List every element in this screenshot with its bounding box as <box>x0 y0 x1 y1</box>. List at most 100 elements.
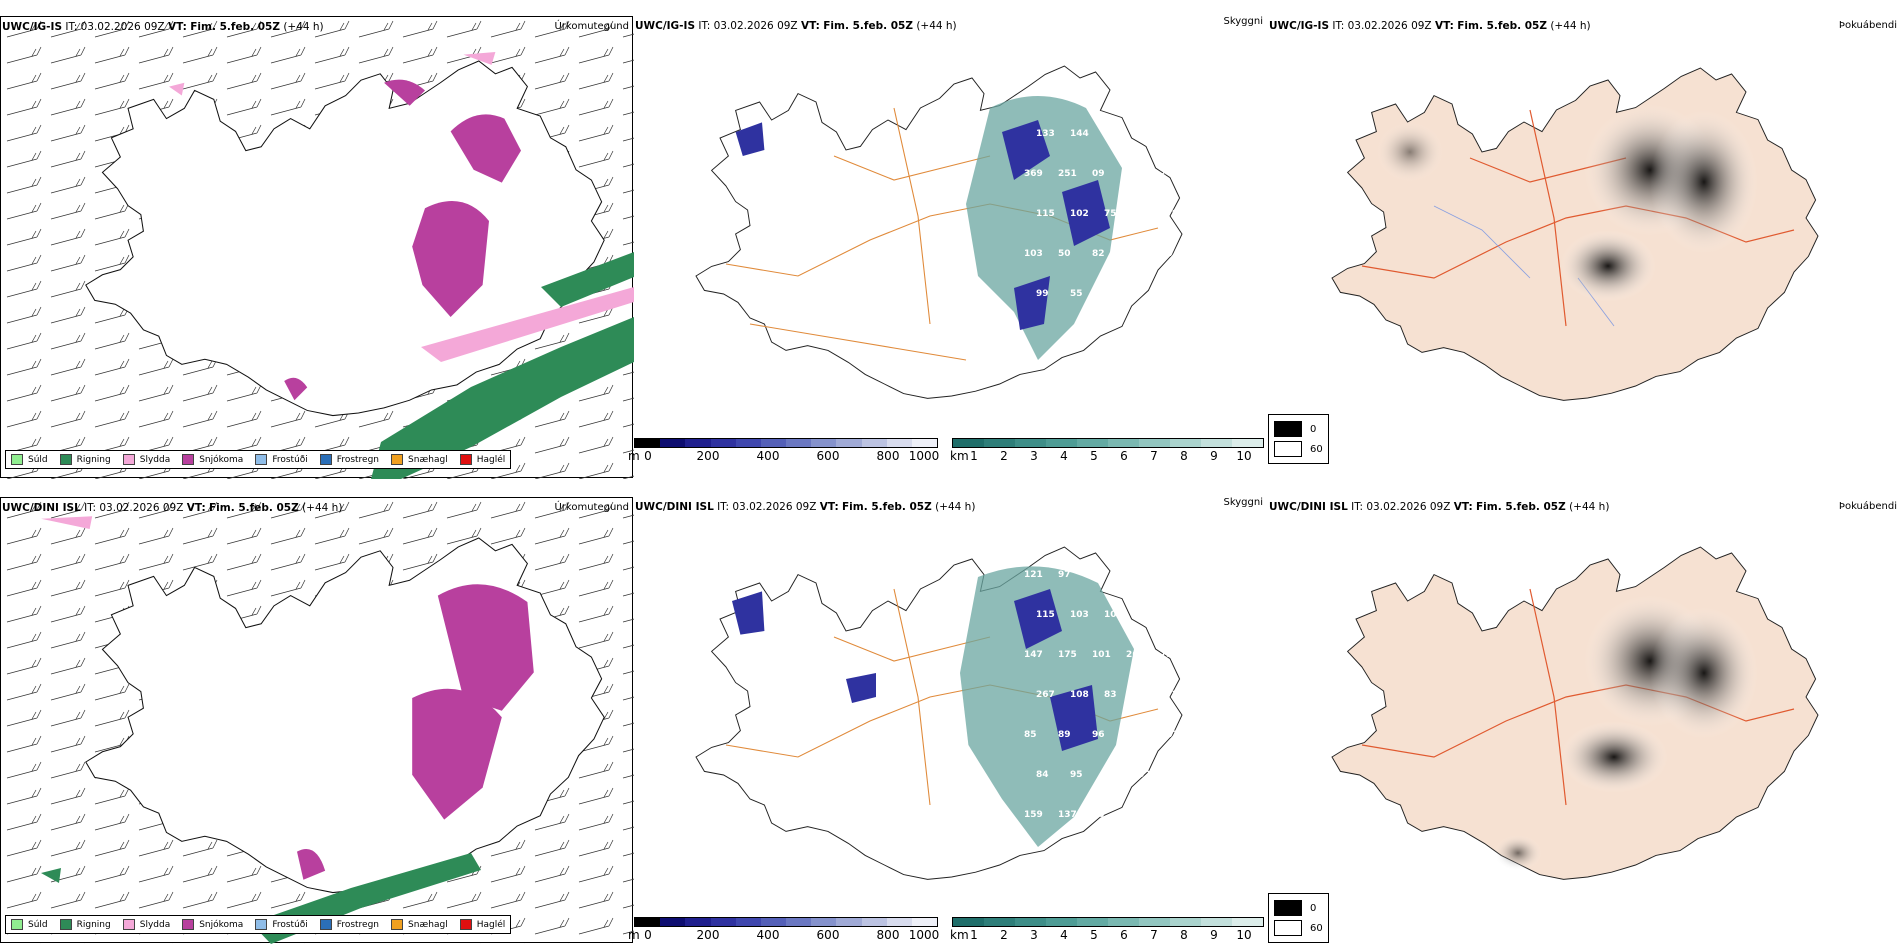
panel-title: Skyggni <box>1223 16 1263 27</box>
fog-map-top <box>1331 67 1819 402</box>
low-visibility-area <box>732 566 1134 847</box>
colorbar-step <box>786 439 812 447</box>
fog-panel-bottom: UWC/DINI ISL IT: 03.02.2026 09Z VT: Fim.… <box>1268 497 1900 943</box>
colorbar-step <box>735 439 761 447</box>
colorbar-step <box>1108 918 1139 926</box>
colorbar-step <box>861 918 887 926</box>
snow-depth-label: 85 <box>1138 690 1151 700</box>
fog-area <box>1376 104 1758 302</box>
fog-area <box>1494 595 1758 871</box>
snow-depth-label: 147 <box>1194 89 1213 99</box>
snow-depth-label: 239 <box>1160 570 1179 580</box>
snow-depth-label: 38 <box>1194 249 1207 259</box>
snow-depth-label: 369 <box>1024 169 1043 179</box>
snow-depth-label: 83 <box>1126 730 1139 740</box>
snow-depth-label: 83 <box>1104 690 1117 700</box>
snow-depth-label: 89 <box>1058 730 1071 740</box>
colorbar-step <box>1015 918 1046 926</box>
colorbar-step <box>1077 918 1108 926</box>
colorbar-step <box>811 439 837 447</box>
snow-depth-label: 82 <box>1092 249 1105 259</box>
colorbar-step <box>1108 439 1139 447</box>
snow-depth-label: 99 <box>1036 289 1049 299</box>
colorbar-step <box>1015 439 1046 447</box>
colorbar-step <box>953 918 984 926</box>
colorbar-step <box>811 918 837 926</box>
snow-depth-label: 216 <box>1172 690 1191 700</box>
snow-depth-label: 246 <box>1194 730 1213 740</box>
snow-depth-label: 88 <box>1206 209 1219 219</box>
snow-depth-label: 103 <box>1160 89 1179 99</box>
snow-depth-label: 96 <box>1092 730 1105 740</box>
legend-item: Frostregn <box>319 454 379 465</box>
legend-item: Slydda <box>122 454 170 465</box>
legend-item: Rigning <box>59 454 111 465</box>
visibility-panel-top: 128 82 96 140 103 147 133 144 318 99 232 330 369 251 0… <box>628 16 1266 478</box>
snow-depth-label: 09 <box>1092 169 1105 179</box>
colorbar-step <box>1139 439 1170 447</box>
snow-depth-label: 95 <box>1070 770 1083 780</box>
fog-legend-top: 0 60 <box>1268 414 1329 464</box>
snow-depth-label: 140 <box>1126 89 1145 99</box>
snow-depth-label: 83 <box>1206 690 1219 700</box>
colorbar-step <box>1201 439 1232 447</box>
panel-header: UWC/DINI ISL IT: 03.02.2026 09Z VT: Fim.… <box>2 502 343 514</box>
snow-depth-label: 104 <box>1104 610 1123 620</box>
visibility-panel-bottom: 121 97 95 77 239 377 115 103 104 121 83 458 147 175 10… <box>628 497 1266 943</box>
precip-legend: Súld Rigning Slydda Snjókoma Frostúði Fr… <box>5 450 512 469</box>
precip-type-panel-top: UWC/IG-IS IT: 03.02.2026 09Z VT: Fim. 5.… <box>0 16 634 479</box>
init-time: 03.02.2026 09Z <box>80 21 165 33</box>
snow-depth-label: 520 <box>1138 770 1157 780</box>
colorbar-step <box>685 439 711 447</box>
colorbar-step <box>660 918 686 926</box>
colorbar-step <box>710 918 736 926</box>
snow-depth-label: 154 <box>1194 650 1213 660</box>
snow-depth-label: 115 <box>1036 610 1055 620</box>
colorbar-step <box>660 439 686 447</box>
visibility-colorbar: km 1 2 3 4 5 6 7 8 9 10 <box>950 917 1264 942</box>
snow-depth-label: 133 <box>1126 169 1145 179</box>
visibility-map-bottom: 121 97 95 77 239 377 115 103 104 121 83 458 147 175 10… <box>695 546 1225 881</box>
snow-depth-label: 377 <box>1194 570 1213 580</box>
snow-depth-label: 103 <box>1070 610 1089 620</box>
snow-depth-label: 962 <box>1172 209 1191 219</box>
snow-depth-label: 330 <box>1206 129 1225 139</box>
valid-time: Fim. 5.feb. 05Z <box>190 21 280 33</box>
snow-depth-label: 159 <box>1024 810 1043 820</box>
colorbar-step <box>911 918 938 926</box>
snow-area <box>284 79 521 401</box>
colorbar-step <box>710 439 736 447</box>
snow-depth-label: 265 <box>1160 169 1179 179</box>
snow-depth-label: 75 <box>1104 209 1117 219</box>
visibility-map-top: 128 82 96 140 103 147 133 144 318 99 232 330 369 251 0… <box>695 65 1225 400</box>
panel-header: UWC/DINI ISL IT: 03.02.2026 09Z VT: Fim.… <box>1269 501 1610 513</box>
snow-depth-label: 147 <box>1024 650 1043 660</box>
panel-header: UWC/IG-IS IT: 03.02.2026 09Z VT: Fim. 5.… <box>2 21 324 33</box>
snow-depth-label: 222 <box>1138 209 1157 219</box>
panel-header: UWC/IG-IS IT: 03.02.2026 09Z VT: Fim. 5.… <box>1269 20 1591 32</box>
colorbar-step <box>1232 439 1263 447</box>
legend-item: Snæhagl <box>391 454 448 465</box>
snow-depth-label: 82 <box>1058 89 1071 99</box>
panel-header: UWC/IG-IS IT: 03.02.2026 09Z VT: Fim. 5.… <box>635 20 957 32</box>
colorbar-step <box>1232 918 1263 926</box>
snow-depth-label: 267 <box>1036 690 1055 700</box>
snow-depth-label: 81 <box>1172 770 1185 780</box>
snow-depth-label: 77 <box>1126 570 1139 580</box>
precip-type-panel-bottom: UWC/DINI ISL IT: 03.02.2026 09Z VT: Fim.… <box>0 497 634 944</box>
snow-depth-label: 121 <box>1024 570 1043 580</box>
legend-item: Snjókoma <box>182 454 243 465</box>
snow-depth-label: 251 <box>1058 169 1077 179</box>
snow-depth-label: 175 <box>1058 650 1077 660</box>
lead-time: (+44 h) <box>283 21 324 33</box>
legend-item: Haglél <box>459 454 505 465</box>
snow-depth-label: 115 <box>1036 209 1055 219</box>
snow-depth-label: 117 <box>1206 770 1225 780</box>
precip-type-map-top <box>1 17 634 479</box>
snow-depth-label: 95 <box>1092 570 1105 580</box>
colorbar-step <box>836 918 862 926</box>
snow-depth-label: 128 <box>1024 89 1043 99</box>
fog-legend-bottom: 0 60 <box>1268 893 1329 943</box>
panel-title: Úrkomutegund <box>554 21 629 32</box>
snow-depth-label: 102 <box>1070 209 1089 219</box>
